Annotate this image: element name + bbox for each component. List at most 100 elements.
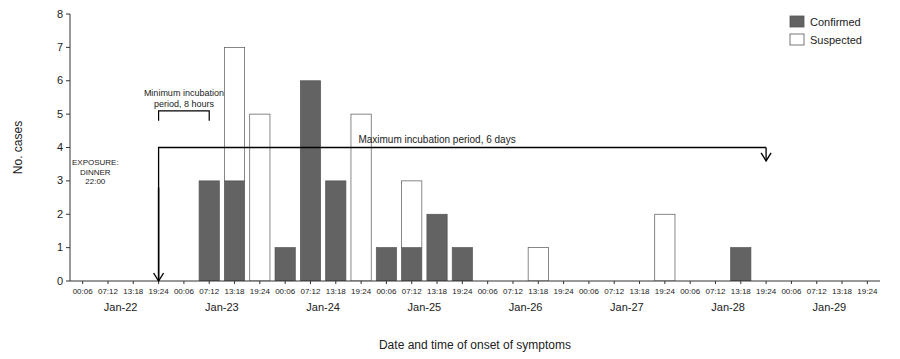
x-tick — [740, 281, 741, 284]
bar-segment — [402, 181, 422, 248]
x-tick-label: 00:06 — [680, 287, 701, 296]
x-tick — [310, 281, 311, 284]
exposure-label-line: EXPOSURE: — [72, 158, 119, 167]
bar-segment — [427, 214, 447, 281]
bar-segment — [275, 248, 295, 281]
bar-segment — [326, 180, 346, 181]
bar-segment — [199, 181, 219, 281]
y-tick — [66, 247, 70, 248]
day-label: Jan-25 — [408, 301, 442, 313]
y-tick-label: 5 — [57, 108, 63, 120]
bar-segment — [275, 247, 295, 248]
x-tick — [867, 281, 868, 284]
x-tick — [386, 281, 387, 284]
day-label: Jan-23 — [205, 301, 239, 313]
bar-segment — [376, 247, 396, 248]
x-tick — [766, 281, 767, 284]
x-tick-label: 07:12 — [807, 287, 828, 296]
y-tick-label: 4 — [57, 141, 63, 153]
bar-segment — [250, 114, 270, 281]
x-tick-label: 07:12 — [98, 287, 119, 296]
x-tick-label: 13:18 — [326, 287, 347, 296]
day-label: Jan-27 — [610, 301, 644, 313]
bar-segment — [326, 181, 346, 281]
x-tick — [816, 281, 817, 284]
x-tick — [82, 281, 83, 284]
x-tick — [690, 281, 691, 284]
x-tick-label: 07:12 — [503, 287, 524, 296]
x-tick — [563, 281, 564, 284]
bar-segment — [300, 81, 320, 281]
y-tick-label: 3 — [57, 174, 63, 186]
x-tick-label: 00:06 — [73, 287, 94, 296]
x-tick — [538, 281, 539, 284]
min-incubation-bracket — [159, 111, 210, 121]
x-tick — [285, 281, 286, 284]
legend-label: Confirmed — [810, 16, 861, 28]
x-tick — [259, 281, 260, 284]
exposure-label: EXPOSURE:DINNER22:00 — [72, 158, 119, 185]
legend: Confirmed Suspected — [790, 16, 862, 46]
y-axis-label: No. cases — [11, 121, 25, 174]
x-tick — [791, 281, 792, 284]
x-tick — [487, 281, 488, 284]
y-tick — [66, 180, 70, 181]
x-tick-label: 13:18 — [427, 287, 448, 296]
x-tick — [512, 281, 513, 284]
bar-segment — [376, 248, 396, 281]
x-tick — [437, 281, 438, 284]
x-tick-label: 07:12 — [300, 287, 321, 296]
max-incubation-label: Maximum incubation period, 6 days — [358, 134, 515, 145]
x-tick-label: 13:18 — [731, 287, 752, 296]
x-tick-label: 13:18 — [225, 287, 246, 296]
x-tick-label: 13:18 — [123, 287, 144, 296]
y-tick — [66, 281, 70, 282]
x-tick — [183, 281, 184, 284]
x-tick — [715, 281, 716, 284]
bar-segment — [528, 248, 548, 281]
y-tick — [66, 14, 70, 15]
x-tick-label: 00:06 — [275, 287, 296, 296]
bar-segment — [402, 248, 422, 281]
bar-segment — [452, 247, 472, 248]
x-tick-label: 00:06 — [376, 287, 397, 296]
min-incubation-label-line: period, 8 hours — [154, 99, 215, 109]
x-tick-label: 19:24 — [351, 287, 372, 296]
min-incubation-label-line: Minimum incubation — [144, 88, 224, 98]
x-tick-label: 07:12 — [402, 287, 423, 296]
x-tick — [133, 281, 134, 284]
y-tick — [66, 214, 70, 215]
max-incubation-label-line: Maximum incubation period, 6 days — [358, 134, 515, 145]
max-incubation-line — [159, 148, 767, 282]
x-tick-label: 19:24 — [250, 287, 271, 296]
day-label: Jan-26 — [509, 301, 543, 313]
x-tick — [209, 281, 210, 284]
chart-container: 01234567800:0607:1213:1819:2400:0607:121… — [0, 0, 900, 359]
x-tick-label: 07:12 — [199, 287, 220, 296]
y-tick — [66, 80, 70, 81]
x-tick — [842, 281, 843, 284]
x-tick-label: 07:12 — [705, 287, 726, 296]
bar-segment — [452, 248, 472, 281]
chart-svg: 01234567800:0607:1213:1819:2400:0607:121… — [0, 0, 900, 359]
y-tick-label: 8 — [57, 8, 63, 20]
legend-label: Suspected — [810, 34, 862, 46]
y-tick — [66, 147, 70, 148]
exposure-label-line: 22:00 — [85, 177, 106, 186]
day-label: Jan-24 — [306, 301, 340, 313]
day-label: Jan-22 — [104, 301, 138, 313]
x-tick-label: 19:24 — [554, 287, 575, 296]
x-axis-label: Date and time of onset of symptoms — [379, 338, 571, 352]
legend-swatch — [790, 34, 804, 45]
min-incubation-label: Minimum incubationperiod, 8 hours — [144, 88, 224, 108]
x-tick-label: 13:18 — [528, 287, 549, 296]
y-tick-label: 0 — [57, 275, 63, 287]
day-label: Jan-29 — [813, 301, 847, 313]
y-tick — [66, 47, 70, 48]
bars — [199, 47, 751, 281]
x-tick-label: 19:24 — [655, 287, 676, 296]
x-tick-label: 00:06 — [478, 287, 499, 296]
x-tick-label: 19:24 — [149, 287, 170, 296]
x-tick — [335, 281, 336, 284]
x-tick-label: 07:12 — [604, 287, 625, 296]
